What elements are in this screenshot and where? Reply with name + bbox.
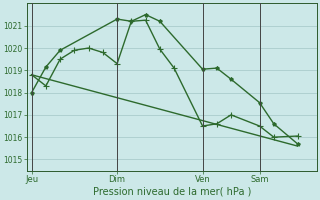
X-axis label: Pression niveau de la mer( hPa ): Pression niveau de la mer( hPa ) (92, 187, 251, 197)
